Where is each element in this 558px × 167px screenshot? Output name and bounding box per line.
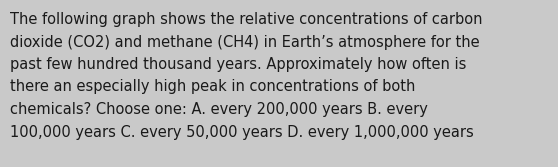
Text: there an especially high peak in concentrations of both: there an especially high peak in concent… <box>10 79 415 95</box>
Text: The following graph shows the relative concentrations of carbon: The following graph shows the relative c… <box>10 12 483 27</box>
Text: 100,000 years C. every 50,000 years D. every 1,000,000 years: 100,000 years C. every 50,000 years D. e… <box>10 125 474 139</box>
Text: dioxide (CO2) and methane (CH4) in Earth’s atmosphere for the: dioxide (CO2) and methane (CH4) in Earth… <box>10 35 480 49</box>
Text: chemicals? Choose one: A. every 200,000 years B. every: chemicals? Choose one: A. every 200,000 … <box>10 102 428 117</box>
Text: past few hundred thousand years. Approximately how often is: past few hundred thousand years. Approxi… <box>10 57 466 72</box>
